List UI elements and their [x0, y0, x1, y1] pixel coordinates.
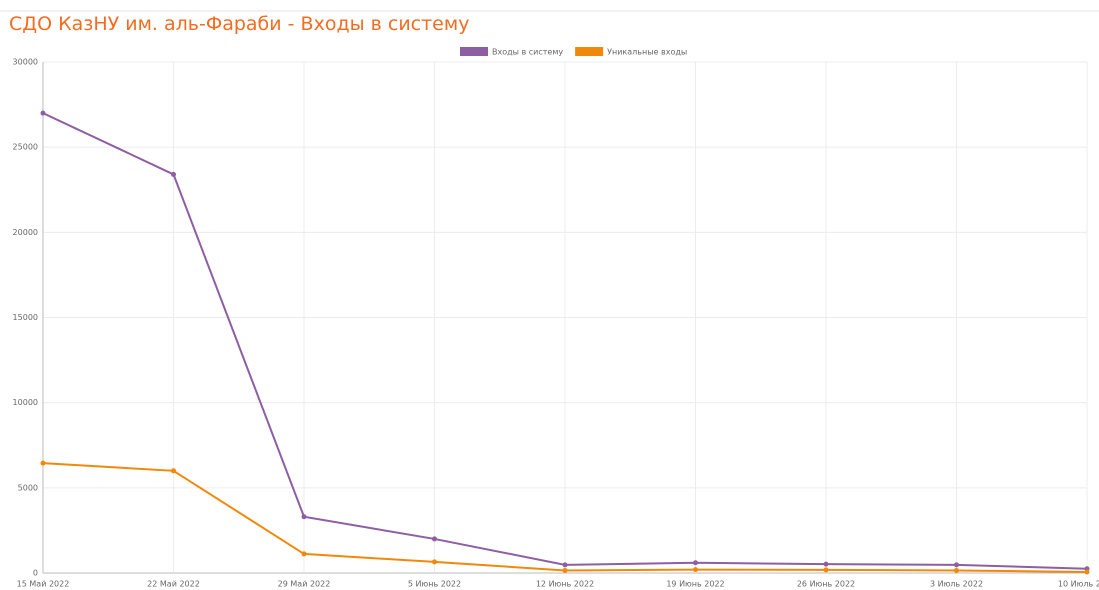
data-point — [693, 560, 698, 566]
legend-swatch — [460, 47, 488, 56]
y-tick-label: 0 — [33, 569, 38, 578]
data-point — [40, 460, 46, 466]
data-point — [301, 514, 307, 520]
x-tick-label: 29 Май 2022 — [278, 580, 331, 589]
data-point — [954, 567, 959, 573]
data-point — [562, 567, 568, 573]
data-point — [171, 468, 176, 474]
data-point — [432, 536, 437, 542]
y-tick-label: 20000 — [13, 228, 38, 237]
legend-label: Уникальные входы — [607, 48, 687, 57]
y-tick-label: 10000 — [13, 398, 38, 407]
data-point — [823, 567, 829, 573]
x-tick-label: 3 Июль 2022 — [930, 580, 983, 589]
data-point — [301, 551, 307, 557]
x-tick-label: 15 Май 2022 — [17, 580, 70, 589]
data-point — [562, 562, 568, 568]
data-point — [1084, 569, 1090, 575]
x-tick-label: 5 Июнь 2022 — [408, 580, 461, 589]
data-point — [40, 110, 46, 116]
x-tick-label: 12 Июнь 2022 — [536, 580, 594, 589]
y-tick-label: 30000 — [13, 58, 38, 67]
x-tick-label: 22 Май 2022 — [147, 580, 200, 589]
x-tick-label: 26 Июнь 2022 — [797, 580, 855, 589]
data-point — [171, 171, 176, 177]
y-tick-label: 15000 — [13, 313, 38, 322]
y-tick-label: 25000 — [13, 143, 38, 152]
x-tick-label: 19 Июнь 2022 — [666, 580, 724, 589]
y-tick-label: 5000 — [18, 483, 38, 492]
data-point — [954, 562, 959, 568]
data-point — [432, 559, 437, 565]
legend-swatch — [575, 47, 604, 56]
data-point — [823, 561, 829, 567]
legend-label: Входы в систему — [492, 48, 563, 57]
x-tick-label: 10 Июль 2022 — [1058, 580, 1099, 589]
data-point — [693, 567, 698, 573]
chart-title: СДО КазНУ им. аль-Фараби - Входы в систе… — [9, 13, 469, 35]
